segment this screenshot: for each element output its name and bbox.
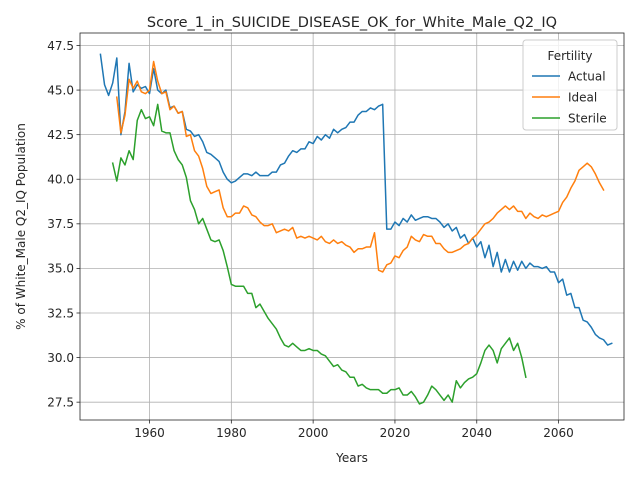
y-axis-title: % of White_Male Q2_IQ Population — [14, 123, 28, 330]
plot-frame — [79, 32, 625, 421]
y-tick-label: 45.0 — [47, 83, 74, 97]
y-axis-ticks: 27.5 30.0 32.5 35.0 37.5 40.0 42.5 45.0 47.5 — [47, 39, 80, 409]
x-tick-label: 2020 — [380, 426, 411, 440]
legend-label-ideal: Ideal — [568, 91, 597, 105]
legend-label-actual: Actual — [568, 70, 606, 84]
y-tick-label: 47.5 — [47, 39, 74, 53]
y-tick-label: 30.0 — [47, 351, 74, 365]
chart-title: Score_1_in_SUICIDE_DISEASE_OK_for_White_… — [147, 15, 557, 31]
x-tick-label: 1960 — [134, 426, 165, 440]
y-tick-label: 32.5 — [47, 306, 74, 320]
y-tick-label: 37.5 — [47, 217, 74, 231]
series-line-actual — [99, 53, 613, 346]
y-tick-label: 40.0 — [47, 173, 74, 187]
x-tick-label: 2000 — [298, 426, 329, 440]
legend-label-sterile: Sterile — [568, 112, 607, 126]
grid-lines — [80, 33, 624, 420]
series-layer — [99, 53, 613, 405]
legend-box — [522, 39, 618, 131]
y-tick-label: 42.5 — [47, 128, 74, 142]
y-tick-label: 35.0 — [47, 262, 74, 276]
y-tick-label: 27.5 — [47, 395, 74, 409]
x-tick-label: 2040 — [461, 426, 492, 440]
series-line-sterile — [111, 103, 527, 405]
x-tick-label: 1980 — [216, 426, 247, 440]
x-tick-label: 2060 — [543, 426, 574, 440]
legend: Fertility Actual Ideal Sterile — [522, 39, 618, 131]
x-axis-title: Years — [335, 451, 368, 465]
series-line-ideal — [115, 60, 605, 273]
legend-title: Fertility — [547, 49, 592, 63]
x-axis-ticks: 1960 1980 2000 2020 2040 2060 — [134, 420, 574, 440]
